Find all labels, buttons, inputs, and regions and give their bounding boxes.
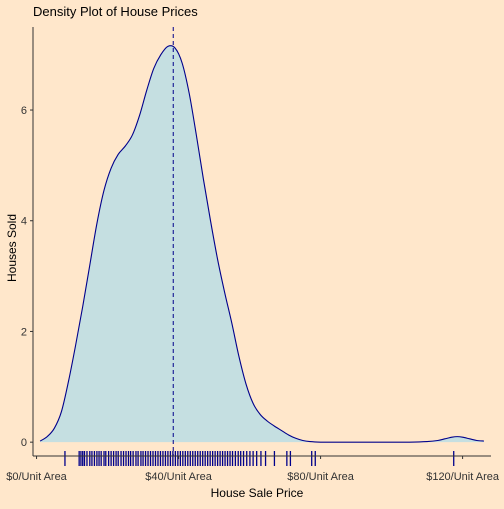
- rug: [64, 451, 455, 466]
- density-area: [40, 45, 484, 443]
- density-line: [39, 45, 484, 443]
- x-tick-label: $40/Unit Area: [145, 471, 213, 483]
- x-tick-label: $80/Unit Area: [287, 471, 355, 483]
- y-tick-label: 6: [21, 105, 27, 117]
- y-tick-label: 2: [21, 326, 27, 338]
- plot-area: [39, 27, 484, 466]
- x-tick-label: $120/Unit Area: [426, 471, 500, 483]
- chart-title: Density Plot of House Prices: [33, 4, 198, 19]
- y-axis-title: Houses Sold: [5, 214, 19, 282]
- x-axis-title: House Sale Price: [211, 486, 304, 500]
- y-tick-label: 0: [21, 437, 27, 449]
- axes: 0 2 4 6 $0/Unit Area $40/Unit Area $80/Unit Ar…: [6, 27, 500, 483]
- y-tick-label: 4: [21, 216, 27, 228]
- x-tick-label: $0/Unit Area: [6, 471, 67, 483]
